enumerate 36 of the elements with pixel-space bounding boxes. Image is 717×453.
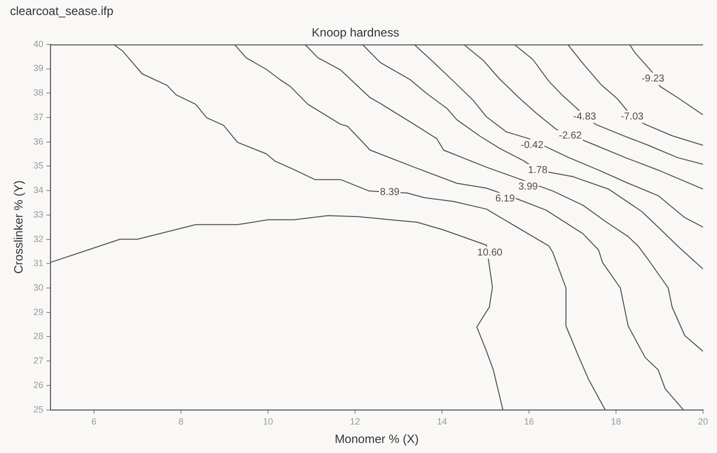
y-tick-label: 34 xyxy=(33,185,44,196)
y-tick-label: 38 xyxy=(33,88,44,98)
text: clearcoat_sease.ifp xyxy=(10,4,114,18)
x-tick-label: 16 xyxy=(524,416,534,427)
y-tick-label: 26 xyxy=(33,380,44,390)
annotation: -2.62 xyxy=(558,130,582,142)
x-tick-label: 14 xyxy=(436,416,447,427)
annotation: -4.83 xyxy=(573,112,596,122)
y-tick-label: 36 xyxy=(33,136,44,146)
x-tick-label: 8 xyxy=(178,416,184,427)
x-tick-label: 20 xyxy=(698,416,708,427)
x-axis-title: Monomer % (X) xyxy=(334,432,419,446)
x-tick-label: 12 xyxy=(350,416,360,427)
y-tick-label: 32 xyxy=(33,234,44,244)
annotation: -0.42 xyxy=(520,140,544,151)
y-tick-label: 27 xyxy=(33,356,44,366)
y-tick-label: 33 xyxy=(33,209,44,220)
y-axis-title: Crosslinker % (Y) xyxy=(12,180,26,274)
annotation: 6.19 xyxy=(495,193,516,204)
annotation: 3.99 xyxy=(518,182,538,193)
y-tick-label: 31 xyxy=(33,258,44,268)
x-tick-label: 18 xyxy=(610,416,621,427)
y-tick-label: 28 xyxy=(33,331,44,342)
annotation: 8.39 xyxy=(380,187,400,198)
y-tick-label: 39 xyxy=(33,63,44,74)
x-tick-label: 6 xyxy=(91,416,96,427)
chart-title: Knoop hardness xyxy=(312,26,400,40)
x-tick-label: 10 xyxy=(262,416,273,427)
y-tick-label: 25 xyxy=(33,404,44,414)
y-tick-label: 29 xyxy=(33,306,44,317)
annotation: -9.23 xyxy=(642,74,665,84)
y-tick-label: 30 xyxy=(33,282,44,292)
y-tick-label: 37 xyxy=(33,112,44,122)
y-tick-label: 35 xyxy=(33,160,44,171)
annotation: 10.60 xyxy=(477,247,503,258)
y-tick-label: 40 xyxy=(33,38,44,49)
